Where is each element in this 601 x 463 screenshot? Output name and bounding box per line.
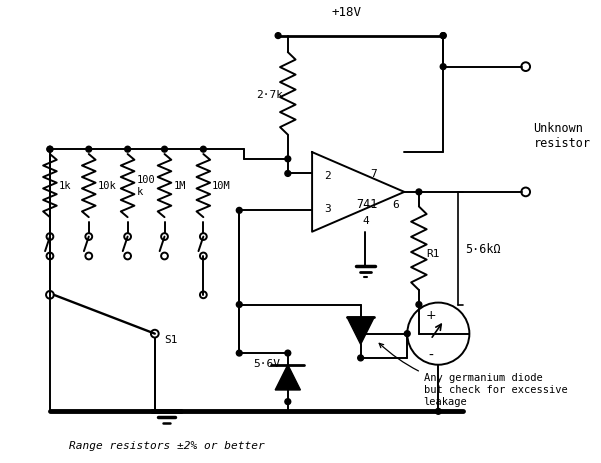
Text: 1M: 1M bbox=[173, 181, 186, 191]
Text: Range resistors ±2% or better: Range resistors ±2% or better bbox=[69, 440, 264, 450]
Circle shape bbox=[275, 34, 281, 39]
Circle shape bbox=[285, 156, 291, 163]
Text: 100
k: 100 k bbox=[136, 175, 155, 196]
Circle shape bbox=[236, 302, 242, 308]
Text: +18V: +18V bbox=[331, 6, 361, 19]
Text: 10k: 10k bbox=[97, 181, 116, 191]
Text: 2·7k: 2·7k bbox=[256, 90, 283, 100]
Text: 4: 4 bbox=[362, 216, 370, 225]
Text: 7: 7 bbox=[370, 169, 377, 179]
Text: 6: 6 bbox=[392, 199, 400, 209]
Polygon shape bbox=[347, 318, 374, 344]
Circle shape bbox=[416, 302, 422, 308]
Circle shape bbox=[435, 408, 441, 414]
Circle shape bbox=[236, 208, 242, 214]
Circle shape bbox=[441, 65, 446, 70]
Text: R1: R1 bbox=[427, 249, 440, 258]
Text: 2: 2 bbox=[324, 171, 331, 181]
Circle shape bbox=[47, 147, 53, 153]
Circle shape bbox=[236, 350, 242, 356]
Circle shape bbox=[285, 350, 291, 356]
Circle shape bbox=[162, 147, 168, 153]
Text: 10M: 10M bbox=[212, 181, 231, 191]
Text: Unknown
resistor: Unknown resistor bbox=[534, 121, 590, 149]
Circle shape bbox=[285, 171, 291, 177]
Circle shape bbox=[358, 355, 364, 361]
Text: 1k: 1k bbox=[59, 181, 71, 191]
Circle shape bbox=[285, 399, 291, 405]
Text: 3: 3 bbox=[324, 204, 331, 214]
Circle shape bbox=[200, 147, 206, 153]
Text: 741: 741 bbox=[356, 198, 377, 211]
Circle shape bbox=[416, 189, 422, 195]
Circle shape bbox=[404, 331, 410, 337]
Text: Any germanium diode
but check for excessive
leakage: Any germanium diode but check for excess… bbox=[379, 344, 567, 406]
Circle shape bbox=[441, 34, 446, 39]
Circle shape bbox=[124, 147, 130, 153]
Circle shape bbox=[441, 34, 446, 39]
Text: +: + bbox=[426, 308, 436, 321]
Text: 5·6kΩ: 5·6kΩ bbox=[466, 242, 501, 255]
Circle shape bbox=[47, 147, 53, 153]
Text: S1: S1 bbox=[165, 334, 178, 344]
Circle shape bbox=[86, 147, 92, 153]
Text: -: - bbox=[428, 348, 433, 362]
Polygon shape bbox=[275, 365, 300, 390]
Text: 5·6V: 5·6V bbox=[253, 358, 280, 368]
